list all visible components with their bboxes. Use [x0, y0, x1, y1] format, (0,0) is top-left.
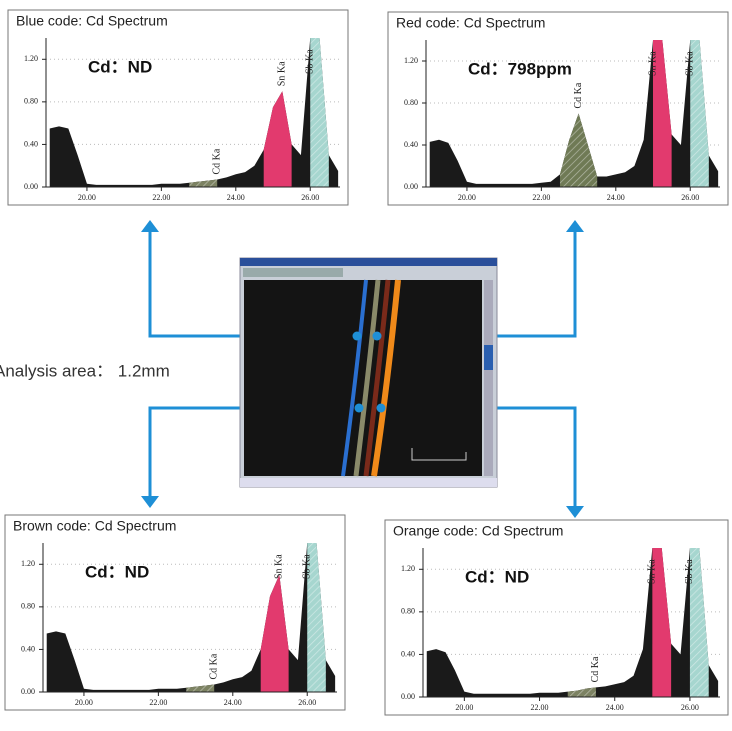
plot [49, 38, 339, 187]
peak-label: Sn Ka [647, 51, 658, 76]
x-tick-label: 20.00 [75, 698, 93, 707]
scroll-thumb [484, 345, 493, 370]
plot [426, 548, 719, 697]
y-tick-label: 0.00 [24, 182, 38, 191]
annotation: Cd：ND [88, 57, 152, 76]
arrowhead [141, 220, 159, 232]
plot [429, 40, 719, 187]
arrowhead [566, 506, 584, 518]
peak-area [189, 179, 218, 187]
analysis-point [354, 403, 364, 413]
chart-title: Blue code: Cd Spectrum [16, 13, 168, 29]
peak-label: Sb Ka [302, 554, 313, 579]
y-tick-label: 1.20 [401, 564, 415, 573]
y-tick-label: 0.40 [21, 644, 35, 653]
x-tick-label: 24.00 [227, 193, 245, 202]
y-tick-label: 0.80 [24, 97, 38, 106]
x-tick-label: 26.00 [301, 193, 319, 202]
arrowhead [566, 220, 584, 232]
toolbar [243, 268, 343, 277]
peak-label: Sb Ka [684, 559, 695, 584]
peak-label: Cd Ka [590, 656, 601, 682]
y-tick-label: 0.80 [404, 98, 418, 107]
x-tick-label: 24.00 [607, 193, 625, 202]
peak-area [260, 574, 289, 692]
peak-label: Cd Ka [211, 148, 222, 174]
y-tick-label: 0.80 [401, 607, 415, 616]
peak-area [307, 543, 326, 692]
peak-label: Sb Ka [305, 49, 316, 74]
x-tick-label: 22.00 [152, 193, 170, 202]
y-tick-label: 0.80 [21, 602, 35, 611]
scale-bar [411, 448, 467, 461]
x-tick-label: 26.00 [298, 698, 316, 707]
microscope-screenshot [239, 257, 498, 488]
wire [363, 279, 391, 477]
analysis-label: Analysis area： 1.2mm [0, 361, 170, 380]
analysis-point [352, 331, 362, 341]
annotation: Cd：ND [465, 567, 529, 586]
peak-label: Cd Ka [573, 82, 584, 108]
plot [46, 543, 336, 692]
x-tick-label: 20.00 [78, 193, 96, 202]
y-tick-label: 1.20 [24, 54, 38, 63]
peak-area [652, 548, 672, 697]
annotation: Cd：798ppm [468, 59, 572, 78]
x-tick-label: 26.00 [681, 703, 699, 712]
peak-label: Sn Ka [647, 559, 658, 584]
peak-area [567, 687, 596, 697]
analysis-point [376, 403, 386, 413]
x-tick-label: 24.00 [224, 698, 242, 707]
x-tick-label: 22.00 [531, 703, 549, 712]
peak-area [186, 684, 215, 692]
chart: Brown code: Cd Spectrum 0.00 0.40 0.80 1.20 2… [4, 514, 346, 711]
x-tick-label: 22.00 [532, 193, 550, 202]
x-tick-label: 22.00 [149, 698, 167, 707]
peak-area [690, 40, 709, 187]
y-tick-label: 1.20 [21, 559, 35, 568]
y-tick-label: 0.00 [404, 182, 418, 191]
wire [371, 279, 401, 477]
peak-area [310, 38, 329, 187]
peak-area [689, 548, 709, 697]
chart: Blue code: Cd Spectrum 0.00 0.40 0.80 1.20 20… [7, 9, 349, 206]
x-tick-label: 26.00 [681, 193, 699, 202]
y-tick-label: 0.40 [404, 140, 418, 149]
peak-label: Sb Ka [685, 51, 696, 76]
peak-label: Sn Ka [274, 554, 285, 579]
wire [341, 279, 368, 477]
title-bar [240, 258, 497, 266]
arrowhead [141, 496, 159, 508]
peak-area [559, 113, 598, 187]
chart: Orange code: Cd Spectrum 0.00 0.40 0.80 1.20… [384, 519, 729, 716]
status-bar [240, 478, 497, 487]
spectrum [429, 40, 719, 187]
peak-label: Cd Ka [208, 653, 219, 679]
peak-area [263, 91, 292, 187]
y-tick-label: 0.00 [401, 692, 415, 701]
analysis-point [372, 331, 382, 341]
peak-label: Sn Ka [277, 61, 288, 86]
chart-title: Red code: Cd Spectrum [396, 15, 545, 31]
x-tick-label: 20.00 [458, 193, 476, 202]
y-tick-label: 0.40 [401, 649, 415, 658]
scrollbar [484, 280, 493, 476]
y-tick-label: 1.20 [404, 56, 418, 65]
y-tick-label: 0.00 [21, 687, 35, 696]
annotation: Cd：ND [85, 562, 149, 581]
peak-area [653, 40, 672, 187]
arrowheads [141, 220, 584, 518]
chart-title: Orange code: Cd Spectrum [393, 523, 563, 539]
wire [353, 279, 381, 477]
x-tick-label: 20.00 [455, 703, 473, 712]
chart: Red code: Cd Spectrum 0.00 0.40 0.80 1.20 20.… [387, 11, 729, 206]
spectrum [426, 548, 719, 697]
chart-title: Brown code: Cd Spectrum [13, 518, 176, 534]
y-tick-label: 0.40 [24, 139, 38, 148]
x-tick-label: 24.00 [606, 703, 624, 712]
